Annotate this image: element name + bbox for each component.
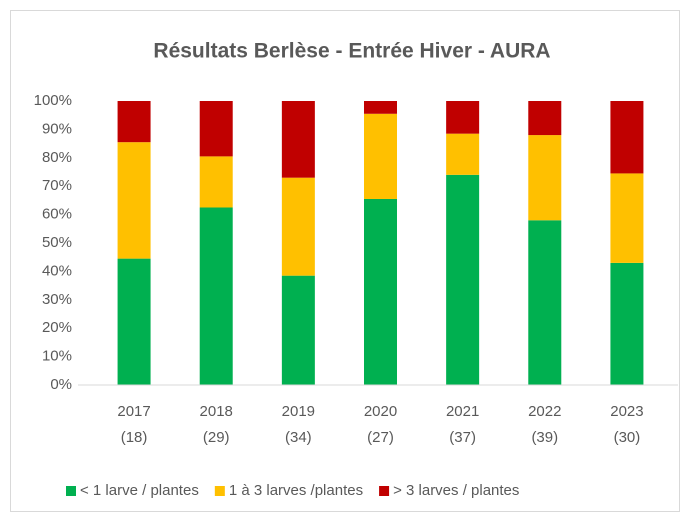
x-tick-label: (39) <box>531 429 558 446</box>
x-tick-label: (34) <box>285 429 312 446</box>
bar-segment <box>528 101 562 136</box>
bar-segment <box>446 101 480 134</box>
bar-segment <box>610 101 644 174</box>
bar-segment <box>610 173 644 263</box>
x-tick-label: 2018 <box>200 403 233 420</box>
y-tick-label: 100% <box>34 92 72 109</box>
y-tick-label: 10% <box>42 348 72 365</box>
y-tick-label: 50% <box>42 234 72 251</box>
legend-label: < 1 larve / plantes <box>80 482 199 499</box>
bar-segment <box>364 113 397 199</box>
y-tick-label: 80% <box>42 149 72 166</box>
x-tick-label: 2019 <box>282 403 315 420</box>
legend-label: 1 à 3 larves /plantes <box>229 482 363 499</box>
bar-segment <box>281 177 315 276</box>
bar-segment <box>610 262 644 385</box>
bar-segment <box>446 133 480 175</box>
legend-swatch <box>66 486 76 496</box>
x-tick-label: (37) <box>449 429 476 446</box>
x-tick-label: (29) <box>203 429 230 446</box>
bar-segment <box>281 275 315 385</box>
legend-swatch <box>214 486 225 496</box>
bar-segment <box>117 258 151 385</box>
x-tick-label: (27) <box>367 429 394 446</box>
x-tick-label: (18) <box>121 429 148 446</box>
chart-title: Résultats Berlèse - Entrée Hiver - AURA <box>153 40 550 63</box>
bar-segment <box>528 220 562 385</box>
y-tick-label: 30% <box>42 291 72 308</box>
bar-segment <box>199 156 233 208</box>
x-tick-label: 2023 <box>610 403 643 420</box>
bar-segment <box>117 101 151 143</box>
bar-segment <box>364 101 397 114</box>
x-tick-label: 2017 <box>117 403 150 420</box>
bar-segment <box>364 198 397 385</box>
bar-segment <box>528 135 562 221</box>
legend-swatch <box>379 486 390 496</box>
x-tick-label: 2020 <box>364 403 397 420</box>
legend-label: > 3 larves / plantes <box>393 482 519 499</box>
x-tick-label: 2022 <box>528 403 561 420</box>
bar-segment <box>117 142 151 259</box>
bar-segment <box>199 207 233 385</box>
x-tick-label: 2021 <box>446 403 479 420</box>
y-tick-label: 90% <box>42 120 72 137</box>
bar-segment <box>199 101 233 157</box>
chart-border <box>10 10 680 512</box>
y-tick-label: 40% <box>42 262 72 279</box>
bar-segment <box>446 174 480 385</box>
x-tick-label: (30) <box>614 429 641 446</box>
y-tick-label: 60% <box>42 206 72 223</box>
y-tick-label: 70% <box>42 177 72 194</box>
y-tick-label: 0% <box>50 376 72 393</box>
bar-segment <box>281 101 315 178</box>
y-tick-label: 20% <box>42 319 72 336</box>
